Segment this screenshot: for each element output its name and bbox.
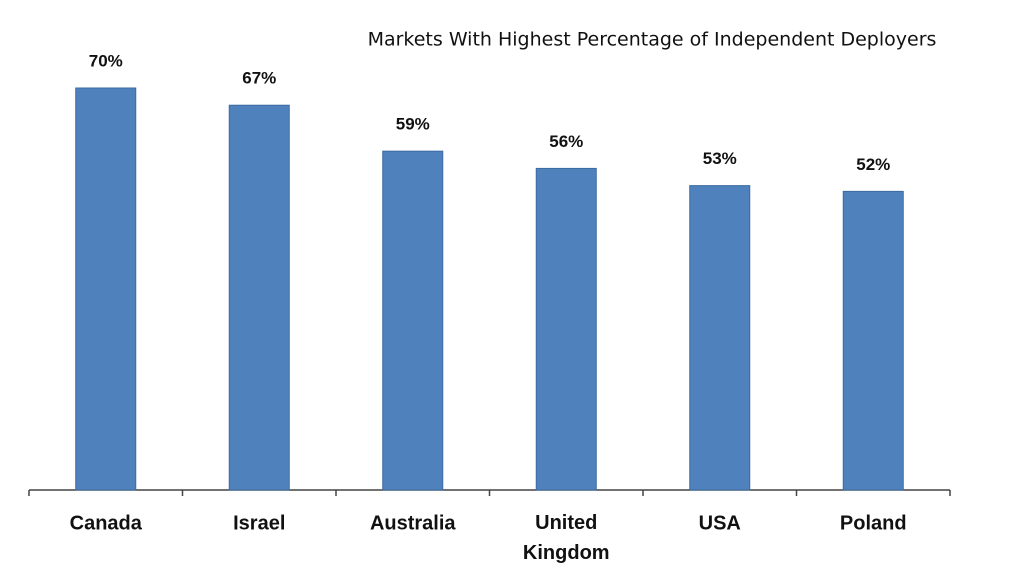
x-tick-label: Australia (370, 512, 456, 534)
bar (842, 190, 904, 491)
x-tick-label: United Kingdom (523, 512, 610, 564)
value-label: 67% (242, 69, 276, 88)
x-tick-label: USA (699, 512, 741, 534)
value-label: 70% (89, 51, 123, 70)
bar (382, 150, 444, 491)
value-label: 56% (549, 132, 583, 151)
value-label: 52% (856, 155, 890, 174)
bar (228, 104, 290, 491)
value-label: 59% (396, 115, 430, 134)
bar (689, 185, 751, 491)
chart-title: Markets With Highest Percentage of Indep… (368, 29, 937, 51)
x-tick-label: Israel (233, 512, 285, 534)
value-label: 53% (703, 149, 737, 168)
bar (535, 167, 597, 491)
x-tick-label: Canada (70, 512, 143, 534)
x-tick-label: Poland (840, 512, 907, 534)
bar (75, 87, 137, 491)
